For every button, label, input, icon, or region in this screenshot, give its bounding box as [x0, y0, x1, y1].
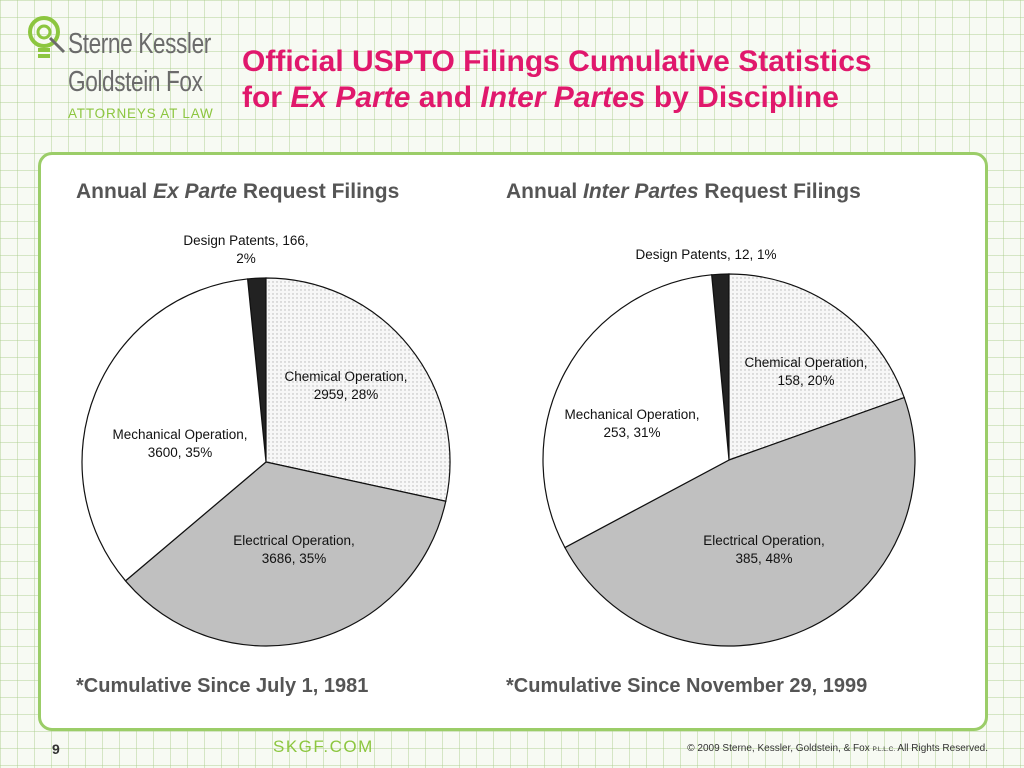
ex-parte-pie-chart: Design Patents, 166, 2% Chemical Operation…: [81, 233, 451, 647]
copyright-entity: P.L.L.C.: [872, 746, 896, 753]
company-logo: Sterne Kessler Goldstein Fox ATTORNEYS A…: [26, 14, 216, 134]
title-line-2-post: by Discipline: [645, 81, 839, 114]
ex-parte-title-post: Request Filings: [237, 180, 400, 203]
ex-parte-title-it: Ex Parte: [153, 180, 238, 203]
slice-label-line: 3686, 35%: [262, 551, 327, 566]
title-line-2-pre: for: [242, 81, 291, 114]
website-link[interactable]: SKGF.COM: [273, 737, 374, 756]
pie-slice-electrical-operation: [564, 396, 916, 647]
slice-label-design-patents: Design Patents, 166, 2%: [183, 233, 308, 266]
slice-label-line: Design Patents, 12, 1%: [635, 247, 776, 262]
ex-parte-chart-title: Annual Ex Parte Request Filings: [76, 180, 399, 204]
slice-label-mechanical-operation: Mechanical Operation, 253, 31%: [564, 407, 699, 440]
slide-title: Official USPTO Filings Cumulative Statis…: [242, 44, 872, 116]
slice-label-line: 3600, 35%: [148, 445, 213, 460]
inter-partes-footnote: *Cumulative Since November 29, 1999: [506, 675, 868, 697]
pie-slice-chemical-operation: [265, 277, 451, 502]
pie-slice-mechanical-operation: [81, 278, 267, 582]
slice-label-line: Electrical Operation,: [233, 533, 355, 548]
page-number: 9: [52, 741, 60, 757]
slice-label-line: 253, 31%: [603, 425, 660, 440]
logo-line-2: Goldstein Fox: [68, 66, 203, 98]
slice-label-line: Mechanical Operation,: [564, 407, 699, 422]
inter-partes-title-post: Request Filings: [698, 180, 861, 203]
copyright-end: All Rights Reserved.: [895, 743, 988, 754]
slice-label-mechanical-operation: Mechanical Operation, 3600, 35%: [112, 427, 247, 460]
ex-parte-title-pre: Annual: [76, 180, 153, 203]
pie-slice-electrical-operation: [124, 461, 447, 647]
slice-label-line: 2959, 28%: [314, 387, 379, 402]
pie-slice-chemical-operation: [728, 273, 905, 461]
slice-label-electrical-operation: Electrical Operation, 3686, 35%: [233, 533, 355, 566]
title-line-2-mid: and: [410, 81, 481, 114]
slice-label-line: Chemical Operation,: [744, 355, 867, 370]
slice-label-line: Electrical Operation,: [703, 533, 825, 548]
slice-label-line: Mechanical Operation,: [112, 427, 247, 442]
slice-label-line: Design Patents, 166,: [183, 233, 308, 248]
pie-slice-mechanical-operation: [542, 274, 730, 549]
inter-partes-chart-title: Annual Inter Partes Request Filings: [506, 180, 861, 204]
copyright-notice: © 2009 Sterne, Kessler, Goldstein, & Fox…: [687, 743, 988, 754]
inter-partes-pie-chart: Design Patents, 12, 1% Chemical Operation…: [542, 247, 916, 647]
lightbulb-logo-icon: [28, 16, 66, 58]
copyright-text: © 2009 Sterne, Kessler, Goldstein, & Fox: [687, 743, 873, 754]
slice-label-line: 158, 20%: [777, 373, 834, 388]
title-line-2: for Ex Parte and Inter Partes by Discipl…: [242, 80, 872, 116]
inter-partes-title-pre: Annual: [506, 180, 583, 203]
logo-tagline: ATTORNEYS AT LAW: [68, 106, 214, 121]
slice-label-design-patents: Design Patents, 12, 1%: [635, 247, 776, 262]
slice-label-line: 385, 48%: [735, 551, 792, 566]
ex-parte-footnote: *Cumulative Since July 1, 1981: [76, 675, 369, 697]
title-line-1: Official USPTO Filings Cumulative Statis…: [242, 45, 872, 78]
slice-label-line: 2%: [236, 251, 256, 266]
inter-partes-title-it: Inter Partes: [583, 180, 699, 203]
slice-label-line: Chemical Operation,: [284, 369, 407, 384]
slice-label-electrical-operation: Electrical Operation, 385, 48%: [703, 533, 825, 566]
logo-line-1: Sterne Kessler: [68, 28, 211, 60]
title-inter-partes: Inter Partes: [480, 81, 646, 114]
title-ex-parte: Ex Parte: [290, 81, 411, 114]
slice-label-chemical-operation: Chemical Operation, 158, 20%: [744, 355, 867, 388]
slice-label-chemical-operation: Chemical Operation, 2959, 28%: [284, 369, 407, 402]
